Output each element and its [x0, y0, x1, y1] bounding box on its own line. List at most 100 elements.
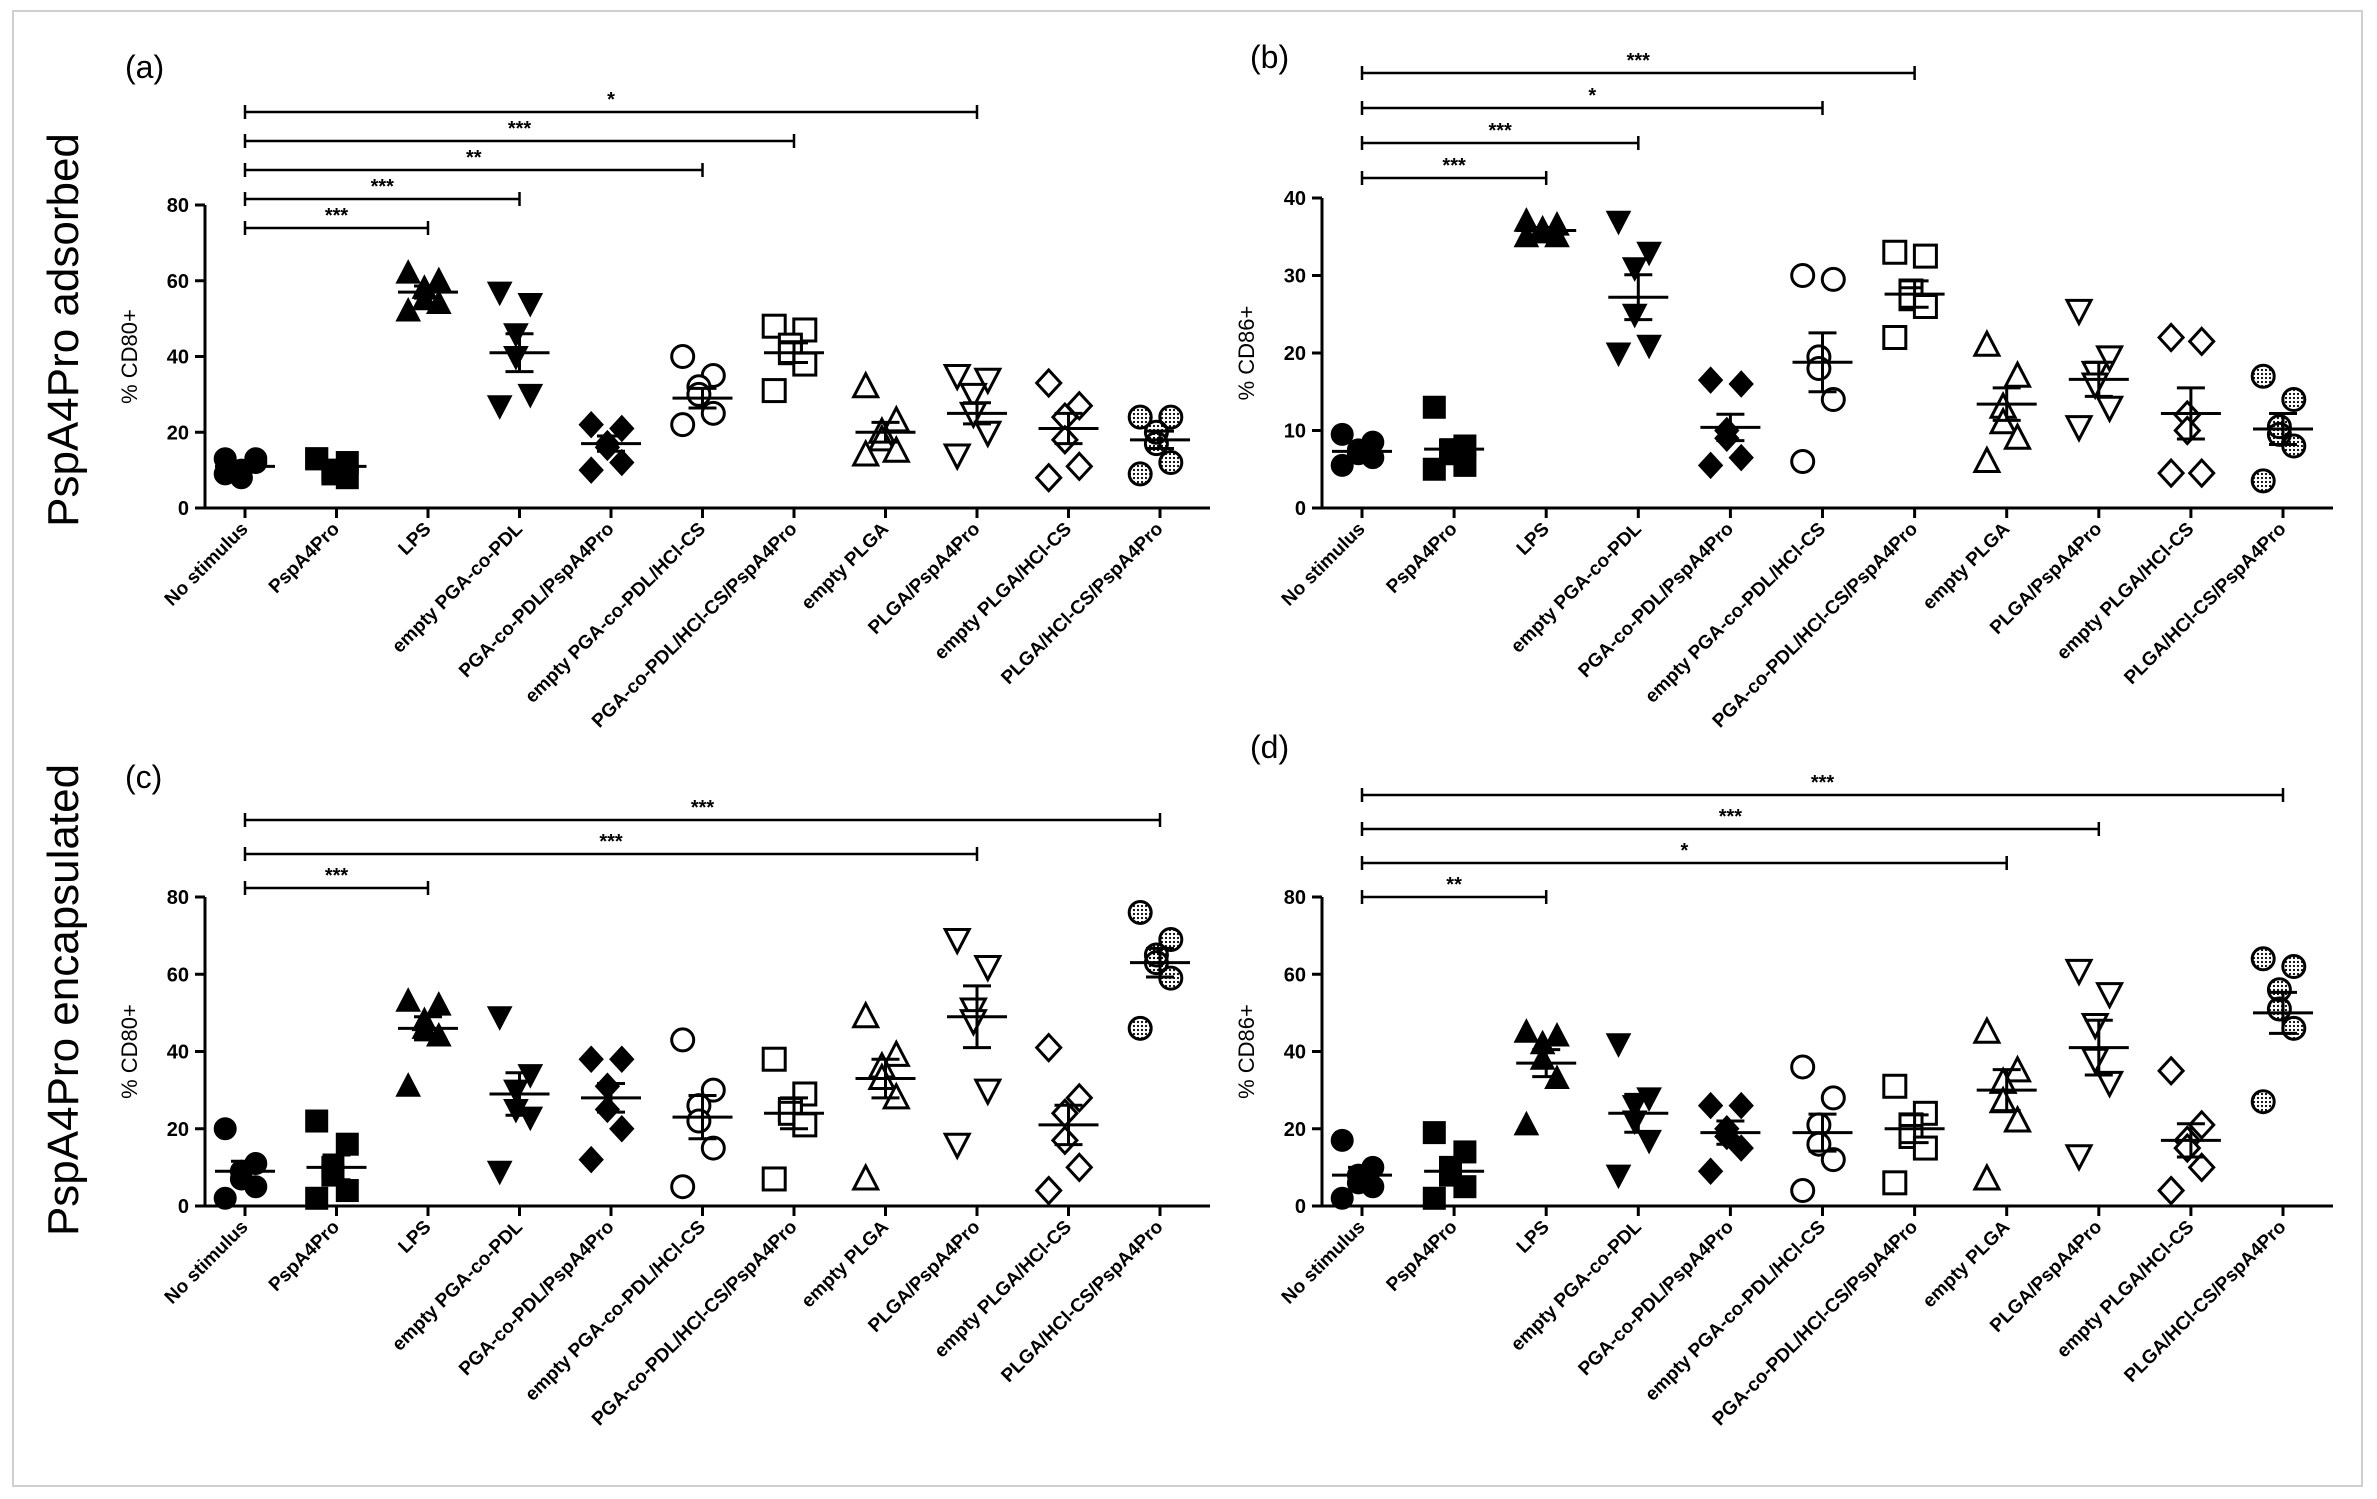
data-point: [335, 1132, 359, 1156]
panel-d: (d) 0 20 40 60 80 % CD86+ No stimulus PspA4Pro LP…: [1234, 729, 2333, 1430]
category-label: PGA-co-PDL/HCl-CS/PspA4Pro: [588, 519, 801, 732]
data-point: [2173, 415, 2202, 446]
significance-label: ***: [325, 205, 349, 227]
data-point: [578, 410, 604, 439]
data-point: [486, 1006, 513, 1031]
y-tick-label: 80: [167, 887, 189, 909]
data-point: [700, 400, 726, 426]
category-label: empty PLGA: [1919, 518, 2015, 614]
data-point: [2003, 422, 2032, 450]
data-point: [2157, 322, 2186, 353]
data-point: [1143, 431, 1169, 457]
y-tick-label: 0: [1295, 1196, 1306, 1218]
data-point: [670, 1027, 696, 1053]
y-tick-label: 80: [167, 195, 189, 217]
category-label: No stimulus: [161, 1217, 253, 1309]
category-label: empty PGA-co-PDL/HCl-CS: [1641, 519, 1830, 708]
panel-a: (a) 0 20 40 60 80 % CD80+ No stimulus PspA4Pro LP…: [117, 49, 1210, 732]
data-point: [973, 955, 1003, 983]
data-point: [2157, 457, 2186, 489]
data-point: [1605, 1033, 1632, 1058]
data-point: [686, 381, 712, 407]
data-point: [2250, 468, 2276, 494]
data-point: [2064, 1144, 2094, 1173]
significance-label: ***: [371, 176, 395, 198]
category-label: empty PGA-co-PDL/HCl-CS: [1641, 1217, 1830, 1406]
data-point: [1972, 445, 2002, 473]
data-point: [425, 289, 452, 314]
data-point: [881, 434, 911, 463]
data-point: [2080, 372, 2110, 401]
category-label: PGA-co-PDL/PspA4Pro: [455, 1217, 618, 1380]
data-point: [1790, 1054, 1816, 1080]
data-point: [2187, 326, 2216, 357]
significance-label: ***: [1442, 155, 1466, 177]
data-point: [2064, 298, 2094, 327]
category-label: PspA4Pro: [1383, 1217, 1462, 1296]
data-point: [1820, 387, 1846, 412]
data-point: [2095, 345, 2125, 374]
category-label: PGA-co-PDL/PspA4Pro: [1575, 1217, 1738, 1380]
data-point: [486, 1160, 513, 1186]
category-label: PLGA/HCl-CS/PspA4Pro: [2120, 1217, 2290, 1387]
data-point: [609, 1045, 635, 1073]
data-point: [2080, 1047, 2110, 1076]
data-point: [1697, 451, 1724, 480]
panel-label: (d): [1250, 729, 1289, 765]
data-point: [761, 1166, 787, 1192]
data-point: [851, 1162, 881, 1191]
data-point: [1544, 1021, 1570, 1047]
data-point: [686, 1108, 712, 1134]
data-point: [942, 363, 972, 392]
data-point: [2250, 946, 2276, 972]
data-point: [2281, 954, 2307, 980]
category-label: PspA4Pro: [265, 1217, 344, 1296]
data-point: [2064, 415, 2094, 443]
data-point: [851, 438, 881, 467]
data-point: [1065, 1152, 1094, 1183]
y-tick-label: 60: [167, 964, 189, 986]
data-point: [395, 987, 422, 1012]
data-point: [1422, 457, 1446, 481]
data-point: [244, 1175, 268, 1199]
row-label-adsorbed: PspA4Pro adsorbed: [39, 133, 88, 527]
category-label: empty PLGA: [1919, 1216, 2015, 1312]
data-point: [1330, 453, 1354, 477]
data-point: [503, 346, 529, 371]
data-point: [1882, 1073, 1908, 1099]
data-point: [578, 456, 604, 484]
data-point: [1127, 461, 1153, 487]
y-tick-label: 40: [167, 1042, 189, 1064]
data-point: [578, 1145, 604, 1174]
data-point: [1728, 1091, 1754, 1120]
significance-label: ***: [599, 831, 623, 853]
data-point: [2157, 1055, 2186, 1087]
y-tick-label: 0: [178, 498, 189, 520]
data-point: [1513, 1018, 1540, 1043]
category-label: No stimulus: [1278, 519, 1370, 611]
data-point: [670, 344, 696, 369]
data-point: [578, 1045, 604, 1073]
data-point: [670, 412, 696, 438]
data-point: [1361, 1175, 1385, 1199]
y-tick-label: 60: [1284, 964, 1306, 986]
category-label: empty PGA-co-PDL/HCl-CS: [521, 1217, 710, 1406]
data-point: [1697, 1157, 1724, 1185]
data-point: [761, 313, 787, 339]
data-point: [2003, 1104, 2032, 1133]
panel-b: (b) 0 10 20 30 40 % CD86+ No stimulus PspA4Pro LP…: [1234, 39, 2333, 732]
data-point: [609, 1115, 635, 1143]
data-point: [1422, 395, 1446, 419]
data-point: [2095, 1070, 2125, 1099]
data-point: [1034, 462, 1063, 493]
data-point: [1513, 1110, 1540, 1136]
data-point: [1790, 263, 1816, 288]
data-point: [213, 462, 237, 486]
data-point: [1790, 449, 1816, 474]
category-label: empty PLGA: [798, 1216, 894, 1312]
y-tick-label: 20: [167, 1119, 189, 1141]
data-point: [1605, 1164, 1632, 1190]
significance-label: ***: [1488, 120, 1512, 142]
data-point: [1158, 404, 1184, 430]
data-point: [1912, 243, 1938, 269]
